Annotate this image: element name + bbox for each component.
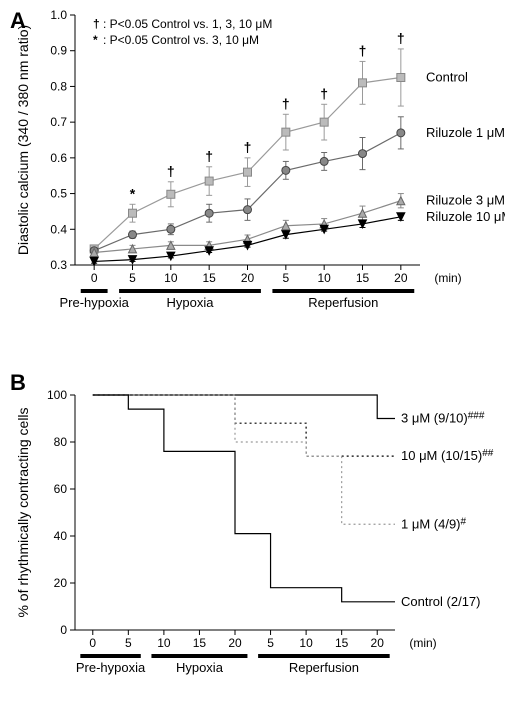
marker-square xyxy=(167,190,175,198)
marker-triangle-up xyxy=(397,197,405,205)
phase-label: Reperfusion xyxy=(289,660,359,675)
y-axis-label: Diastolic calcium (340 / 380 nm ratio) xyxy=(15,25,31,255)
phase-label: Pre-hypoxia xyxy=(59,295,129,310)
phase-label: Pre-hypoxia xyxy=(76,660,146,675)
note-symbol: † xyxy=(93,17,100,31)
x-tick-label: 10 xyxy=(157,636,171,650)
marker-square xyxy=(129,209,137,217)
x-tick-label: 5 xyxy=(267,636,274,650)
series-label: Riluzole 10 μM xyxy=(426,209,505,224)
x-tick-label: 15 xyxy=(202,271,216,285)
x-tick-label: 20 xyxy=(228,636,242,650)
x-tick-label: 0 xyxy=(91,271,98,285)
series-label: 3 μM (9/10)### xyxy=(401,411,485,426)
x-tick-label: 10 xyxy=(299,636,313,650)
y-tick-label: 1.0 xyxy=(50,8,67,22)
x-tick-label: 5 xyxy=(125,636,132,650)
x-tick-label: 10 xyxy=(164,271,178,285)
marker-circle xyxy=(244,206,252,214)
significance-marker: † xyxy=(244,139,252,155)
y-tick-label: 0.6 xyxy=(50,151,67,165)
survival-line xyxy=(93,395,395,419)
significance-marker: † xyxy=(167,163,175,179)
significance-marker: † xyxy=(205,148,213,164)
note-text: : P<0.05 Control vs. 1, 3, 10 μM xyxy=(103,17,272,31)
marker-circle xyxy=(129,231,137,239)
marker-circle xyxy=(320,157,328,165)
panel-a: A 0.30.40.50.60.70.80.91.0Diastolic calc… xyxy=(0,0,505,345)
marker-circle xyxy=(397,129,405,137)
y-tick-label: 0.7 xyxy=(50,115,67,129)
series-label: Riluzole 1 μM xyxy=(426,125,505,140)
x-tick-label: 15 xyxy=(356,271,370,285)
x-tick-label: 5 xyxy=(129,271,136,285)
y-tick-label: 0.9 xyxy=(50,44,67,58)
series-label: Riluzole 3 μM xyxy=(426,193,505,208)
y-tick-label: 0.5 xyxy=(50,187,67,201)
note-symbol: * xyxy=(93,33,98,47)
marker-square xyxy=(359,79,367,87)
series-label: Control (2/17) xyxy=(401,594,480,609)
marker-triangle-up xyxy=(359,209,367,217)
marker-square xyxy=(205,177,213,185)
panel-b-chart: 020406080100% of rhythmically contractin… xyxy=(0,370,505,706)
survival-line xyxy=(93,395,395,456)
x-tick-label: 10 xyxy=(317,271,331,285)
significance-marker: † xyxy=(320,85,328,101)
marker-square xyxy=(282,128,290,136)
y-tick-label: 0 xyxy=(60,623,67,637)
significance-marker: † xyxy=(397,30,405,46)
x-unit-label: (min) xyxy=(434,271,461,285)
phase-label: Hypoxia xyxy=(176,660,224,675)
marker-square xyxy=(397,74,405,82)
survival-line xyxy=(93,395,395,602)
marker-square xyxy=(244,168,252,176)
phase-label: Hypoxia xyxy=(167,295,215,310)
significance-marker: † xyxy=(359,42,367,58)
marker-square xyxy=(320,118,328,126)
y-tick-label: 20 xyxy=(54,576,68,590)
marker-circle xyxy=(167,225,175,233)
significance-marker: † xyxy=(282,95,290,111)
y-tick-label: 0.4 xyxy=(50,222,67,236)
x-tick-label: 0 xyxy=(89,636,96,650)
significance-marker: * xyxy=(130,185,136,201)
y-tick-label: 100 xyxy=(47,388,67,402)
panel-a-chart: 0.3 0.4 0.5 0.6 0.7 0.8 0.9 1.0 Diastolic calciu… xyxy=(0,0,505,345)
x-tick-label: 15 xyxy=(335,636,349,650)
marker-circle xyxy=(282,166,290,174)
y-tick-label: 0.3 xyxy=(50,258,67,272)
x-tick-label: 20 xyxy=(371,636,385,650)
marker-circle xyxy=(205,209,213,217)
y-tick-label: 80 xyxy=(54,435,68,449)
y-tick-label: 40 xyxy=(54,529,68,543)
phase-label: Reperfusion xyxy=(308,295,378,310)
series-label: Control xyxy=(426,70,468,85)
x-tick-label: 5 xyxy=(282,271,289,285)
y-tick-label: 60 xyxy=(54,482,68,496)
series-label: 10 μM (10/15)## xyxy=(401,448,494,463)
x-tick-label: 15 xyxy=(193,636,207,650)
note-text: : P<0.05 Control vs. 3, 10 μM xyxy=(103,33,259,47)
y-tick-label: 0.8 xyxy=(50,79,67,93)
survival-line xyxy=(93,395,395,524)
panel-b: B 020406080100% of rhythmically contract… xyxy=(0,370,505,706)
x-tick-label: 20 xyxy=(241,271,255,285)
series-label: 1 μM (4/9)# xyxy=(401,516,467,531)
x-unit-label: (min) xyxy=(409,636,436,650)
marker-circle xyxy=(359,150,367,158)
x-tick-label: 20 xyxy=(394,271,408,285)
y-axis-label: % of rhythmically contracting cells xyxy=(15,407,31,617)
